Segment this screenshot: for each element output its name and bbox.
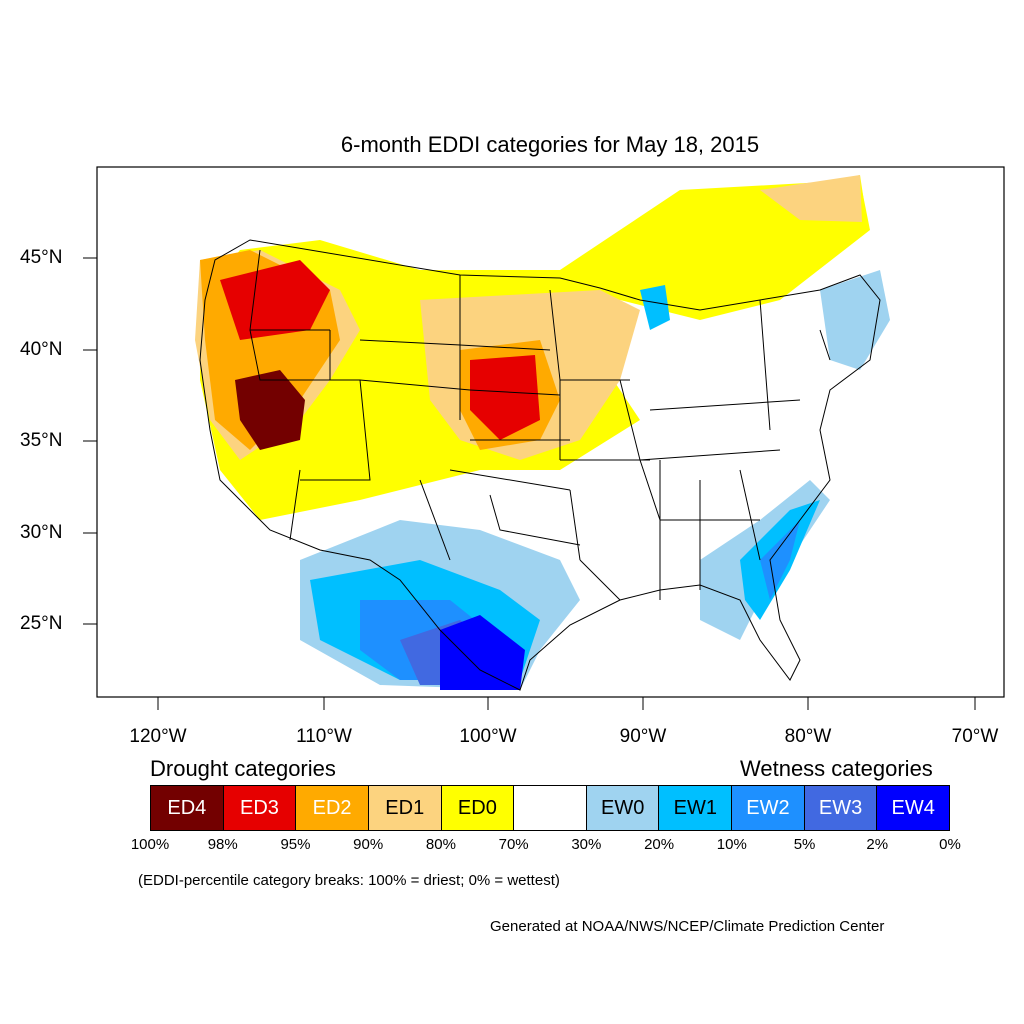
- percentile-break-label: 70%: [498, 836, 529, 853]
- legend-swatch: ED0: [441, 786, 515, 830]
- percentile-break-label: 20%: [644, 836, 675, 853]
- credit-line: Generated at NOAA/NWS/NCEP/Climate Predi…: [490, 918, 885, 935]
- legend-swatch: EW2: [732, 786, 805, 830]
- percentile-break-label: 95%: [280, 836, 311, 853]
- percentile-break-label: 80%: [425, 836, 456, 853]
- legend-swatch: EW4: [877, 786, 950, 830]
- percentile-break-label: 90%: [353, 836, 384, 853]
- latitude-label: 40°N: [20, 339, 63, 360]
- boundary-line: [419, 479, 451, 561]
- latitude-label: 45°N: [20, 247, 63, 268]
- legend-swatch: ED1: [368, 786, 442, 830]
- latitude-label: 25°N: [20, 613, 63, 634]
- axis-ticks: [83, 257, 976, 710]
- drought-categories-heading: Drought categories: [150, 756, 336, 781]
- percentile-break-label: 2%: [866, 836, 889, 853]
- boundary-line: [649, 399, 801, 411]
- category-legend: ED4 ED3 ED2 ED1 ED0 EW0 EW1 EW2 EW3 EW4: [150, 785, 950, 831]
- eddi-region: [440, 615, 525, 690]
- eddi-regions: [195, 175, 890, 690]
- eddi-region: [235, 370, 305, 450]
- longitude-label: 80°W: [784, 726, 832, 747]
- map-title: 6-month EDDI categories for May 18, 2015: [340, 132, 760, 157]
- legend-swatch: EW0: [586, 786, 660, 830]
- boundary-line: [489, 494, 581, 546]
- longitude-label: 70°W: [951, 726, 999, 747]
- boundary-line: [469, 389, 561, 396]
- latitude-label: 30°N: [20, 522, 63, 543]
- boundary-line: [739, 469, 761, 561]
- longitude-label: 110°W: [296, 726, 352, 747]
- percentile-break-label: 30%: [571, 836, 602, 853]
- boundary-line: [249, 329, 360, 381]
- boundary-line: [199, 239, 881, 691]
- legend-swatch: ED3: [223, 786, 297, 830]
- eddi-region: [470, 355, 540, 440]
- boundary-line: [579, 559, 621, 601]
- boundary-line: [759, 299, 771, 431]
- boundary-line: [569, 489, 581, 561]
- percentile-break-label: 98%: [207, 836, 238, 853]
- eddi-region: [760, 175, 862, 222]
- boundary-line: [300, 379, 371, 481]
- percentile-break-label: 10%: [716, 836, 747, 853]
- percentile-break-label: 5%: [793, 836, 816, 853]
- percentile-break-label: 100%: [130, 836, 170, 853]
- boundary-line: [359, 379, 471, 391]
- percentile-break-label: 0%: [939, 836, 961, 853]
- legend-swatch: ED2: [296, 786, 369, 830]
- legend-swatch: ED4: [151, 786, 224, 830]
- boundary-line: [289, 469, 301, 541]
- wetness-categories-heading: Wetness categories: [740, 756, 933, 781]
- latitude-label: 35°N: [20, 430, 63, 451]
- legend-swatch: [514, 786, 587, 830]
- boundary-line: [819, 329, 831, 361]
- state-borders: [199, 239, 881, 691]
- boundary-line: [459, 344, 551, 351]
- longitude-label: 120°W: [129, 726, 187, 747]
- boundary-line: [449, 469, 571, 491]
- category-note: (EDDI-percentile category breaks: 100% =…: [138, 872, 560, 889]
- longitude-label: 100°W: [459, 726, 517, 747]
- boundary-line: [639, 449, 781, 461]
- eddi-region: [760, 520, 800, 600]
- legend-swatch: EW3: [804, 786, 878, 830]
- eddi-region: [220, 260, 330, 340]
- legend-swatch: EW1: [659, 786, 733, 830]
- longitude-label: 90°W: [619, 726, 667, 747]
- eddi-region: [640, 285, 670, 330]
